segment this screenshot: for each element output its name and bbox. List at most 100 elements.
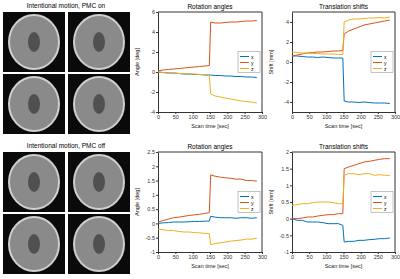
y-tick-mark <box>290 102 292 103</box>
legend-swatch <box>240 62 249 63</box>
y-axis-title: Shift [mm] <box>268 49 274 74</box>
y-tick: 0 <box>152 221 158 227</box>
x-tick-label: 50 <box>307 114 313 120</box>
x-axis-line <box>293 252 396 253</box>
x-tick: 200 <box>223 112 232 120</box>
series-line <box>158 229 257 245</box>
legend: xyz <box>238 192 260 213</box>
y-tick-mark <box>290 152 292 153</box>
x-tick-label: 100 <box>322 254 331 260</box>
y-tick-mark <box>290 252 292 253</box>
y-tick: -0.5 <box>146 235 158 241</box>
y-tick: 1 <box>152 192 158 198</box>
y-tick-mark <box>156 166 158 167</box>
y-tick: 2 <box>152 164 158 170</box>
brain-slice <box>74 77 124 131</box>
legend-label: z <box>251 206 254 212</box>
x-tick: 50 <box>173 252 179 260</box>
y-axis: -1-0.500.511.522.5 <box>146 149 159 255</box>
x-tick-label: 250 <box>241 114 250 120</box>
x-tick-label: 200 <box>357 114 366 120</box>
x-tick: 250 <box>241 112 250 120</box>
x-tick-label: 50 <box>173 114 179 120</box>
series-line <box>158 216 257 223</box>
y-tick-label: 1 <box>286 183 289 189</box>
y-tick-label: -2 <box>284 79 289 85</box>
y-tick-mark <box>156 181 158 182</box>
image-background <box>3 152 65 212</box>
chart-title: Translation shifts <box>319 3 369 10</box>
brain-ventricle <box>28 234 40 254</box>
y-tick-label: 0 <box>286 59 289 65</box>
image-background <box>68 12 130 72</box>
x-tick: 150 <box>206 252 215 260</box>
y-tick: -1 <box>150 249 158 255</box>
x-tick-label: 200 <box>223 254 232 260</box>
y-tick-label: -4 <box>284 99 289 105</box>
brain-slice <box>9 217 59 271</box>
legend-swatch <box>240 196 249 197</box>
x-tick: 0 <box>291 112 294 120</box>
x-tick: 100 <box>322 112 331 120</box>
chart: 050100150200250300-4-2024Translation shi… <box>268 3 400 129</box>
y-tick-mark <box>156 12 158 13</box>
image-background <box>3 12 65 72</box>
y-tick: 2 <box>286 39 292 45</box>
brain-ventricle <box>28 32 40 52</box>
x-tick: 100 <box>322 252 331 260</box>
y-axis-line <box>158 153 159 253</box>
y-tick: -4 <box>150 109 158 115</box>
chart-title: Rotation angles <box>187 3 233 11</box>
x-axis-line <box>159 112 263 113</box>
y-tick-label: 4 <box>152 29 155 35</box>
legend-label: z <box>384 66 387 72</box>
brain-ventricle <box>93 172 105 192</box>
x-tick-label: 200 <box>223 114 232 120</box>
x-axis-title: Scan time [sec] <box>191 123 229 129</box>
x-axis-title: Scan time [sec] <box>325 263 363 269</box>
y-tick-label: 0 <box>152 69 155 75</box>
y-tick: 4 <box>152 29 158 35</box>
legend-label: z <box>384 206 387 212</box>
y-tick-label: -1 <box>284 249 289 255</box>
y-tick-label: -1 <box>150 249 155 255</box>
brain-slice <box>9 77 59 131</box>
chart-title: Rotation angles <box>187 143 233 151</box>
x-axis: 050100150200250300 <box>291 252 400 260</box>
x-axis: 050100150200250300 <box>291 112 400 120</box>
y-tick: 2.5 <box>147 149 158 155</box>
legend-swatch <box>373 68 382 69</box>
y-axis-title: Shift [mm] <box>268 189 274 214</box>
series-line <box>292 20 390 56</box>
legend-swatch <box>373 196 382 197</box>
frame-right <box>395 12 396 112</box>
brain-slice <box>9 15 59 69</box>
x-tick-label: 300 <box>391 114 400 120</box>
brain-ventricle <box>93 32 105 52</box>
x-tick: 150 <box>339 252 348 260</box>
brain-slice <box>74 217 124 271</box>
y-tick-label: 2 <box>152 164 155 170</box>
legend: xyz <box>371 52 393 73</box>
x-tick-label: 50 <box>173 254 179 260</box>
brain-slice <box>9 155 59 209</box>
legend-swatch <box>373 62 382 63</box>
y-tick-label: -2 <box>150 89 155 95</box>
y-tick: -2 <box>150 89 158 95</box>
x-tick-label: 0 <box>291 114 294 120</box>
y-tick-label: 1 <box>152 192 155 198</box>
y-axis: -4-2024 <box>284 13 292 113</box>
brain-slice <box>74 155 124 209</box>
x-tick-label: 250 <box>374 254 383 260</box>
x-tick-label: 150 <box>339 254 348 260</box>
frame-top <box>158 12 262 13</box>
frame-top <box>158 152 262 153</box>
x-tick-label: 300 <box>258 254 267 260</box>
y-tick-mark <box>156 32 158 33</box>
legend-swatch <box>373 56 382 57</box>
x-tick-label: 100 <box>322 114 331 120</box>
y-tick-mark <box>156 72 158 73</box>
y-tick-mark <box>290 169 292 170</box>
x-tick: 150 <box>339 112 348 120</box>
chart: 050100150200250300-1-0.500.511.52Transla… <box>268 143 400 269</box>
